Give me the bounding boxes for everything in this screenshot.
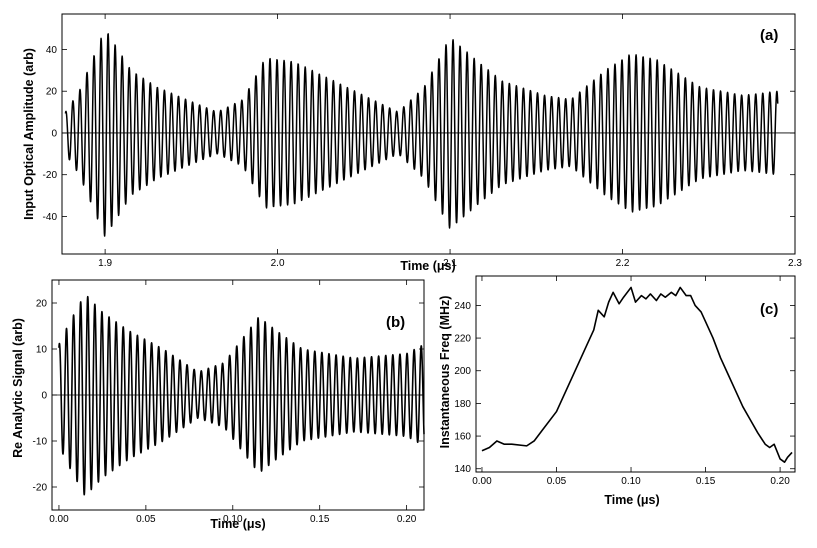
panel-b-ylabel: Re Analytic Signal (arb) (11, 318, 25, 458)
panel-b-ytick-label: 0 (41, 391, 47, 402)
panel-b-xtick-label: 0.15 (310, 514, 330, 525)
panel-c-xlabel: Time (μs) (604, 493, 659, 507)
panel-c-ytick-label: 200 (454, 366, 471, 377)
panel-b-ytick-label: 20 (36, 299, 48, 310)
panel-b-ytick-label: 10 (36, 345, 48, 356)
panel-a: 1.9 2.0 2.1 2.2 2.3 -40 -20 0 20 40 (a) Time (μs)… (22, 13, 802, 273)
panel-a-xtick-label: 2.3 (788, 258, 802, 269)
panel-b-series-line (58, 295, 425, 496)
panel-c-xtick-label: 0.15 (696, 476, 716, 487)
panel-b-xtick-label: 0.05 (136, 514, 156, 525)
panel-c-xtick-label: 0.20 (770, 476, 790, 487)
panel-a-ytick-label: 20 (46, 87, 58, 98)
panel-c-xtick-label: 0.00 (472, 476, 492, 487)
panel-c-ylabel: Instantaneous Freq (MHz) (438, 296, 452, 449)
panel-b-ytick-label: -10 (33, 437, 48, 448)
panel-a-xtick-label: 2.2 (616, 258, 630, 269)
panel-b: 0.00 0.05 0.10 0.15 0.20 -20 -10 0 10 20 (b) Time… (11, 279, 425, 531)
panel-a-tag: (a) (760, 27, 778, 44)
panel-b-xtick-label: 0.10 (223, 514, 243, 525)
panel-c-ytick-label: 240 (454, 301, 471, 312)
panel-a-ticks: 1.9 2.0 2.1 2.2 2.3 -40 -20 0 20 40 (43, 14, 802, 269)
panel-b-xtick-label: 0.00 (49, 514, 69, 525)
panel-a-xlabel: Time (μs) (400, 259, 455, 273)
panel-c-ticks: 0.00 0.05 0.10 0.15 0.20 140 160 180 200 220 240 (454, 276, 795, 487)
panel-a-ytick-label: 40 (46, 45, 58, 56)
panel-c-ytick-label: 140 (454, 464, 471, 475)
panel-c-xtick-label: 0.05 (547, 476, 567, 487)
panel-c-ytick-label: 220 (454, 334, 471, 345)
panel-c-series-line (481, 286, 793, 463)
panel-a-ylabel: Input Optical Amplitude (arb) (22, 48, 36, 220)
panel-b-tag: (b) (386, 314, 405, 331)
panel-b-ticks: 0.00 0.05 0.10 0.15 0.20 -20 -10 0 10 20 (33, 280, 424, 525)
panel-c-ytick-label: 180 (454, 399, 471, 410)
panel-c-tag: (c) (760, 301, 778, 318)
panel-a-ytick-label: -40 (43, 212, 58, 223)
panel-b-xlabel: Time (μs) (210, 517, 265, 531)
panel-a-xtick-label: 2.1 (443, 258, 457, 269)
panel-a-xtick-label: 2.0 (271, 258, 285, 269)
panel-c-ytick-label: 160 (454, 432, 471, 443)
panel-c: 0.00 0.05 0.10 0.15 0.20 140 160 180 200 220 240 (… (438, 275, 796, 507)
panel-a-ytick-label: -20 (43, 170, 58, 181)
panel-c-xtick-label: 0.10 (621, 476, 641, 487)
panel-c-frame (475, 275, 796, 473)
panel-a-series-line (64, 33, 779, 237)
panel-a-ytick-label: 0 (51, 128, 57, 139)
panel-b-xtick-label: 0.20 (397, 514, 417, 525)
panel-a-xtick-label: 1.9 (98, 258, 112, 269)
panel-b-ytick-label: -20 (33, 483, 48, 494)
panel-a-frame (61, 13, 796, 255)
